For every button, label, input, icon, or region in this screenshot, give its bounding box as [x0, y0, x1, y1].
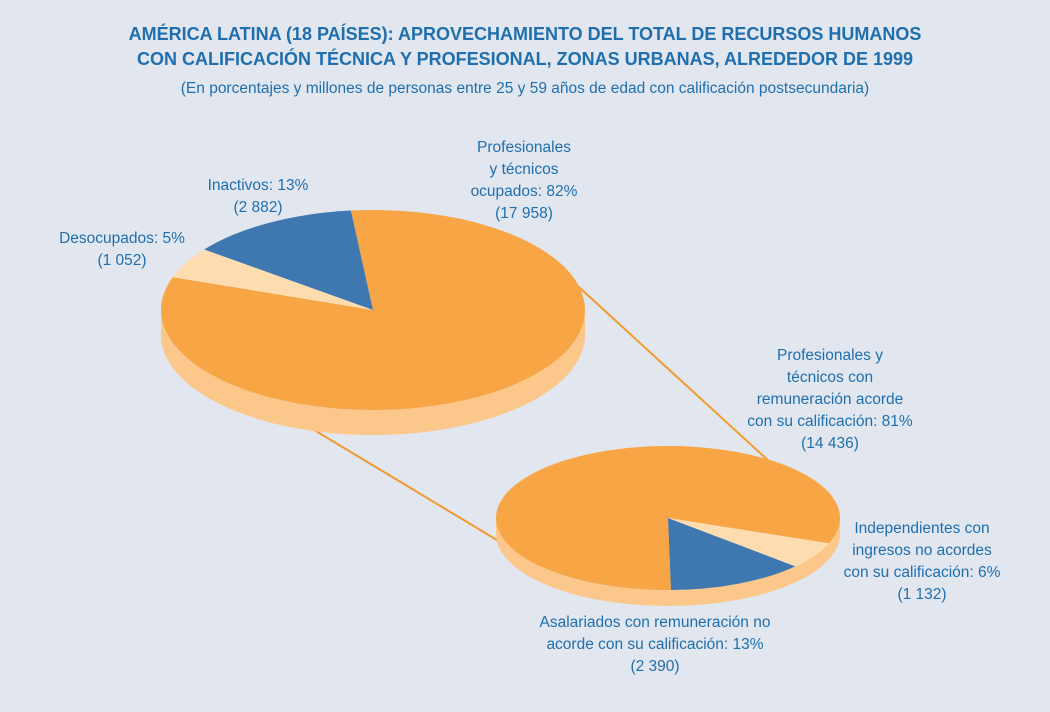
slice-label-group: Desocupados: 5% (1 052)	[0, 228, 252, 272]
slice-label: Independientes con ingresos no acordes c…	[843, 520, 1001, 581]
pie-slice	[668, 518, 796, 590]
slice-count-label: (1 132)	[897, 586, 947, 603]
slice-label: Desocupados: 5%	[59, 230, 185, 247]
slice-label-group: Profesionales y técnicos ocupados: 82% (1…	[394, 137, 654, 225]
connector-line	[544, 255, 796, 486]
slice-label: Asalariados con remuneración no acorde c…	[539, 614, 771, 653]
slice-count-label: (17 958)	[495, 205, 553, 222]
slice-label: Profesionales y técnicos con remuneració…	[747, 347, 913, 430]
slice-label: Profesionales y técnicos ocupados: 82%	[470, 139, 578, 200]
slice-label: Inactivos: 13%	[207, 177, 309, 194]
slice-label-group: Asalariados con remuneración no acorde c…	[525, 612, 785, 678]
slice-count-label: (1 052)	[97, 252, 147, 269]
pie-slice	[204, 210, 373, 310]
pie-side	[496, 518, 840, 606]
slice-count-label: (2 882)	[233, 199, 283, 216]
slice-label-group: Independientes con ingresos no acordes c…	[792, 518, 1050, 606]
pie-slice	[172, 249, 373, 310]
slice-label-group: Profesionales y técnicos con remuneració…	[700, 345, 960, 455]
pie-slice	[668, 518, 830, 567]
slice-count-label: (2 390)	[630, 658, 680, 675]
slice-count-label: (14 436)	[801, 435, 859, 452]
chart-subtitle: (En porcentajes y millones de personas e…	[180, 80, 870, 97]
slice-label-group: Inactivos: 13% (2 882)	[128, 175, 388, 219]
pie-side	[161, 310, 585, 435]
chart-title: AMÉRICA LATINA (18 PAÍSES): APROVECHAMIE…	[128, 24, 922, 69]
